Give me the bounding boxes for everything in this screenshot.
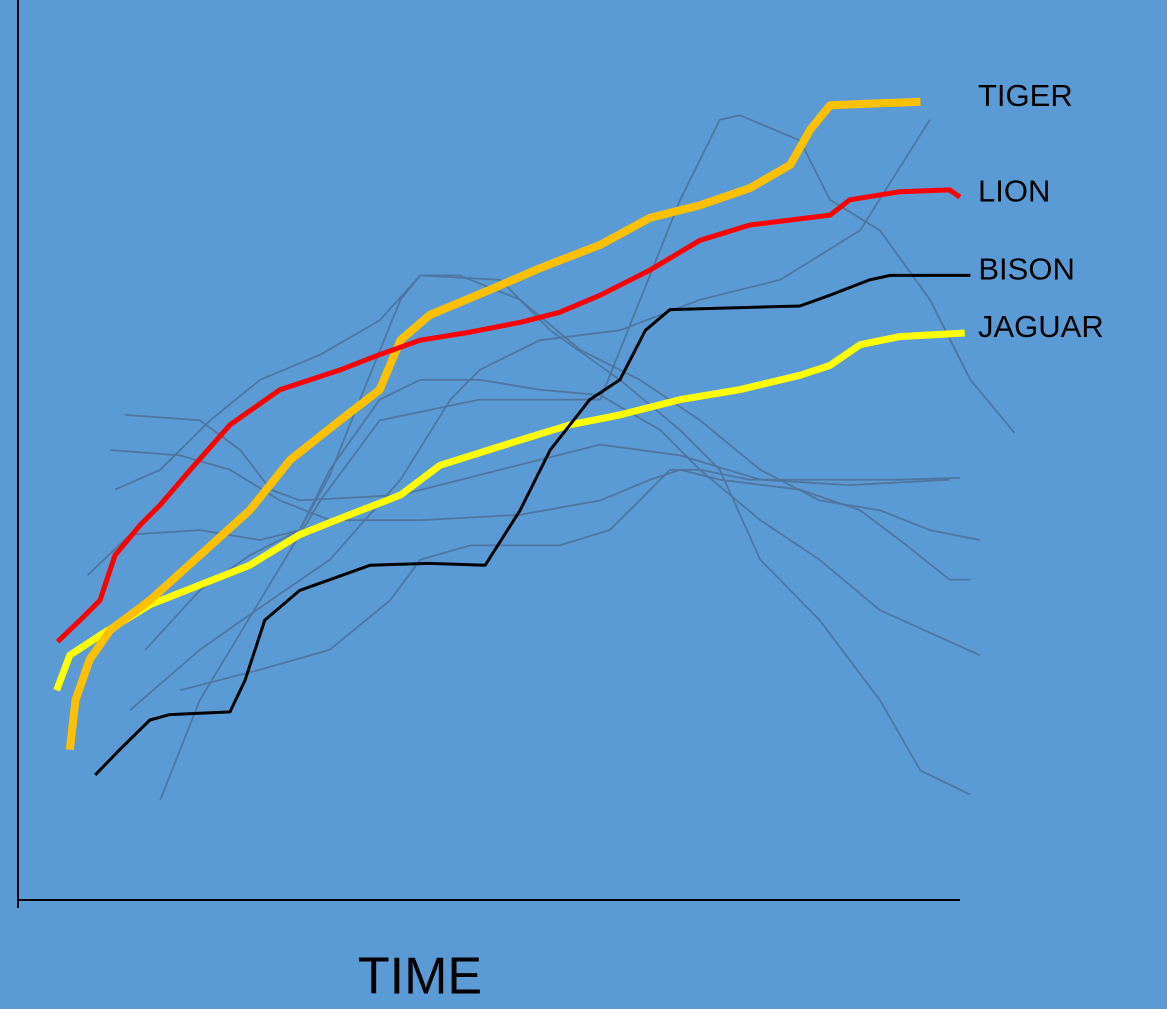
series-line bbox=[53, 329, 965, 692]
series-line bbox=[55, 187, 962, 644]
background-line bbox=[159, 114, 1016, 801]
background-line bbox=[87, 378, 981, 657]
series-label: TIGER bbox=[978, 78, 1073, 113]
series-line bbox=[65, 97, 921, 751]
background-line bbox=[110, 449, 971, 581]
series-label: JAGUAR bbox=[978, 309, 1104, 344]
series-line bbox=[94, 273, 971, 776]
series-label: LION bbox=[978, 173, 1050, 208]
background-line bbox=[179, 468, 961, 692]
x-axis-label: TIME bbox=[358, 948, 482, 1006]
background-line bbox=[114, 274, 971, 796]
series-label: BISON bbox=[978, 252, 1074, 287]
background-line bbox=[129, 119, 931, 711]
